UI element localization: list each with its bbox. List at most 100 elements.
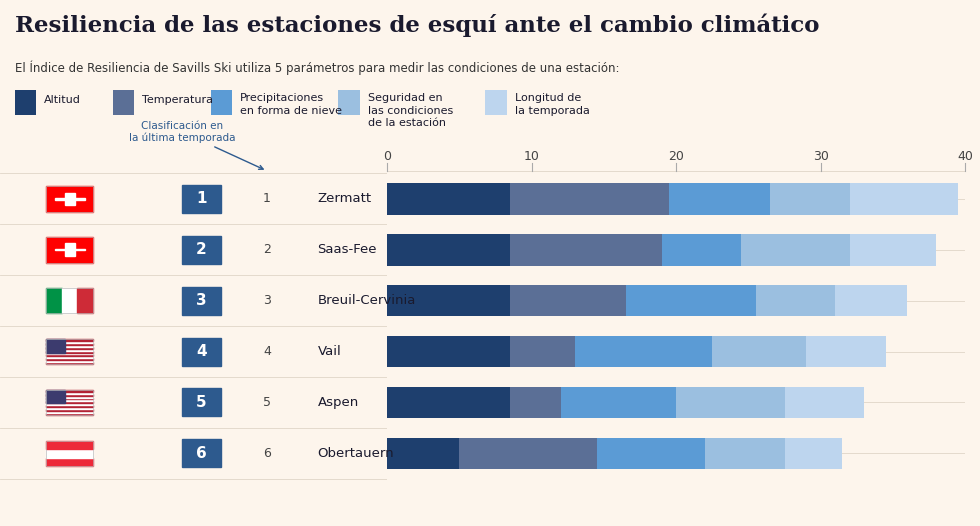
Bar: [46, 352, 93, 355]
Bar: [46, 407, 93, 409]
Bar: [575, 336, 712, 367]
Bar: [46, 347, 93, 349]
Bar: [625, 285, 756, 317]
Bar: [850, 183, 958, 215]
Text: Aspen: Aspen: [318, 396, 359, 409]
Bar: [182, 338, 220, 366]
Bar: [669, 183, 770, 215]
Text: 4: 4: [196, 344, 207, 359]
Text: Clasificación en
la última temporada: Clasificación en la última temporada: [128, 121, 264, 169]
Bar: [46, 449, 93, 458]
Text: 3: 3: [264, 294, 271, 307]
Bar: [770, 183, 850, 215]
Bar: [46, 393, 93, 396]
Text: Vail: Vail: [318, 345, 341, 358]
Bar: [387, 387, 510, 418]
Text: 3: 3: [196, 293, 207, 308]
Text: Seguridad en
las condiciones
de la estación: Seguridad en las condiciones de la estac…: [368, 93, 453, 128]
Text: 1: 1: [196, 191, 207, 206]
Bar: [46, 411, 93, 413]
Text: Saas-Fee: Saas-Fee: [318, 244, 377, 256]
Bar: [387, 336, 510, 367]
Bar: [46, 339, 93, 365]
Text: Longitud de
la temporada: Longitud de la temporada: [514, 93, 589, 116]
Bar: [46, 390, 93, 392]
Bar: [55, 198, 84, 199]
Bar: [182, 236, 220, 264]
Bar: [46, 392, 93, 393]
Text: 5: 5: [263, 396, 271, 409]
Bar: [46, 288, 62, 313]
Bar: [46, 341, 93, 343]
Bar: [460, 438, 597, 469]
Bar: [182, 287, 220, 315]
Bar: [712, 336, 807, 367]
Text: El Índice de Resiliencia de Savills Ski utiliza 5 parámetros para medir las cond: El Índice de Resiliencia de Savills Ski …: [15, 60, 619, 75]
Bar: [46, 458, 93, 466]
Bar: [62, 288, 77, 313]
Bar: [46, 400, 93, 401]
Bar: [387, 234, 510, 266]
Bar: [741, 234, 850, 266]
Bar: [65, 193, 74, 205]
Bar: [46, 441, 93, 449]
Text: 2: 2: [264, 244, 271, 256]
Bar: [46, 409, 93, 411]
Bar: [46, 355, 93, 357]
Text: Temperatura: Temperatura: [142, 95, 213, 105]
Bar: [387, 438, 460, 469]
Text: Breuil-Cervinia: Breuil-Cervinia: [318, 294, 416, 307]
Bar: [510, 234, 662, 266]
Bar: [182, 388, 220, 417]
Bar: [662, 234, 741, 266]
Bar: [46, 343, 93, 345]
Bar: [676, 387, 785, 418]
Text: 6: 6: [196, 446, 207, 461]
Bar: [510, 285, 625, 317]
Bar: [706, 438, 785, 469]
Bar: [46, 360, 93, 362]
Text: Precipitaciones
en forma de nieve: Precipitaciones en forma de nieve: [240, 93, 342, 116]
Text: Resiliencia de las estaciones de esquí ante el cambio climático: Resiliencia de las estaciones de esquí a…: [15, 13, 819, 37]
Bar: [46, 413, 93, 415]
Bar: [807, 336, 886, 367]
Text: 6: 6: [264, 447, 271, 460]
Bar: [561, 387, 676, 418]
Bar: [46, 237, 93, 262]
Bar: [46, 186, 93, 211]
Bar: [46, 396, 93, 398]
Bar: [46, 237, 93, 262]
Bar: [387, 285, 510, 317]
Bar: [46, 390, 65, 403]
Bar: [387, 183, 510, 215]
Bar: [510, 387, 561, 418]
Bar: [850, 234, 937, 266]
Bar: [46, 351, 93, 352]
Bar: [46, 186, 93, 211]
Bar: [55, 249, 84, 250]
Bar: [756, 285, 835, 317]
Bar: [182, 439, 220, 467]
Text: 1: 1: [264, 193, 271, 206]
Bar: [182, 185, 220, 213]
Bar: [46, 441, 93, 466]
Text: 4: 4: [264, 345, 271, 358]
Bar: [77, 288, 93, 313]
Bar: [65, 244, 74, 256]
Bar: [46, 401, 93, 403]
Text: 2: 2: [196, 242, 207, 257]
Bar: [46, 403, 93, 406]
Bar: [785, 387, 864, 418]
Bar: [46, 362, 93, 365]
Text: Altitud: Altitud: [44, 95, 81, 105]
Bar: [46, 358, 93, 360]
Bar: [46, 345, 93, 347]
Bar: [510, 183, 669, 215]
Bar: [835, 285, 907, 317]
Bar: [785, 438, 843, 469]
Bar: [46, 288, 93, 313]
Bar: [46, 349, 93, 351]
Bar: [46, 357, 93, 358]
Text: Obertauern: Obertauern: [318, 447, 394, 460]
Bar: [46, 339, 93, 341]
